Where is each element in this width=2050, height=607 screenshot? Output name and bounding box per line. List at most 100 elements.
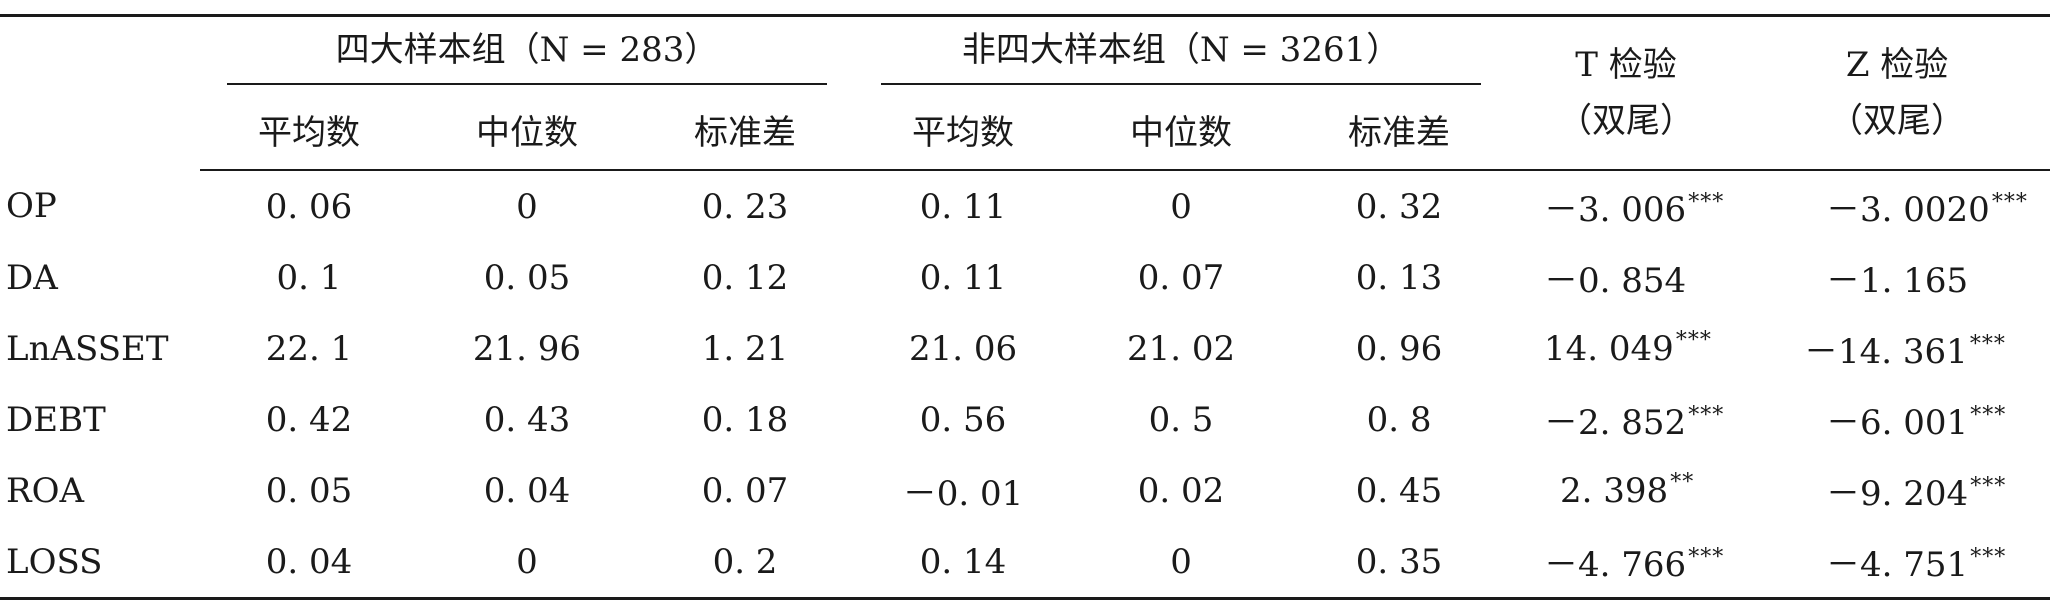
cell-t-test: －2. 852*** <box>1508 384 1744 455</box>
cell-nonbig4-median: 0. 07 <box>1137 257 1225 298</box>
cell-nonbig4-sd: 0. 45 <box>1355 470 1443 511</box>
header-variable-blank <box>0 14 200 170</box>
table-row: DEBT 0. 42 0. 43 0. 18 0. 56 0. 5 0. 8 －… <box>0 384 2050 455</box>
z-significance: *** <box>1991 189 2028 215</box>
cell-big4-sd: 0. 2 <box>636 526 855 600</box>
cell-nonbig4-sd: 0. 13 <box>1355 257 1443 298</box>
cell-variable: ROA <box>6 470 85 511</box>
cell-nonbig4-median: 0 <box>1170 186 1192 227</box>
header-row-stats: 平均数 中位数 标准差 平均数 中位数 标准差 <box>0 89 2050 171</box>
header-nonbig4-mean: 平均数 <box>854 89 1073 171</box>
cell-variable: LOSS <box>0 526 200 600</box>
cell-big4-sd: 0. 18 <box>701 399 789 440</box>
z-significance: *** <box>1970 402 2007 428</box>
cell-big4-mean: 0. 06 <box>265 186 353 227</box>
cell-big4-median: 21. 96 <box>472 328 582 369</box>
table-row: DA 0. 1 0. 05 0. 12 0. 11 0. 07 0. 13 －0… <box>0 242 2050 313</box>
t-significance: *** <box>1675 328 1712 354</box>
t-value: －2. 852 <box>1544 403 1687 443</box>
cell-big4-mean: 0. 1 <box>276 257 342 298</box>
cell-nonbig4-median: 0 <box>1072 526 1291 600</box>
cell-variable: OP <box>6 186 57 226</box>
cell-z-test: －14. 361*** <box>1744 313 2050 384</box>
z-significance: *** <box>1970 473 2007 499</box>
cell-t-test: －4. 766*** <box>1508 526 1745 600</box>
z-value: －9. 204 <box>1826 474 1969 514</box>
cell-nonbig4-sd: 0. 8 <box>1366 399 1432 440</box>
cell-z-test: －4. 751*** <box>1744 526 2050 600</box>
table-row: OP 0. 06 0 0. 23 0. 11 0 0. 32 －3. 006**… <box>0 170 2050 242</box>
group-label-big4: 四大样本组（N = 283） <box>227 22 828 85</box>
header-nonbig4-sd: 标准差 <box>1290 89 1509 171</box>
cell-big4-sd: 0. 23 <box>701 186 789 227</box>
cell-variable: DA <box>6 257 58 298</box>
header-row-groups: 四大样本组（N = 283） 非四大样本组（N = 3261） T 检验 （双尾… <box>0 14 2050 171</box>
header-t-test: T 检验 （双尾） <box>1508 14 1745 171</box>
cell-big4-median: 0 <box>418 526 636 600</box>
z-significance: *** <box>1969 331 2006 357</box>
z-significance: *** <box>1970 544 2007 570</box>
cell-variable: DEBT <box>6 399 106 440</box>
cell-t-test: 2. 398** <box>1508 455 1744 526</box>
z-value: －4. 751 <box>1826 545 1969 585</box>
t-test-two-tailed: （双尾） <box>1558 101 1695 141</box>
cell-z-test: －3. 0020*** <box>1744 170 2050 242</box>
z-value: －14. 361 <box>1804 332 1968 372</box>
table-body: OP 0. 06 0 0. 23 0. 11 0 0. 32 －3. 006**… <box>0 170 2050 600</box>
cell-nonbig4-mean: 0. 56 <box>919 399 1007 440</box>
table-header: 四大样本组（N = 283） 非四大样本组（N = 3261） T 检验 （双尾… <box>0 14 2050 171</box>
t-value: 2. 398 <box>1560 470 1669 511</box>
cell-nonbig4-mean: 0. 14 <box>854 526 1073 600</box>
cell-big4-mean: 22. 1 <box>265 328 353 369</box>
cell-nonbig4-median: 0. 02 <box>1137 470 1225 511</box>
z-value: －3. 0020 <box>1826 190 1990 230</box>
header-group-big4: 四大样本组（N = 283） <box>200 14 855 89</box>
cell-t-test: 14. 049*** <box>1508 313 1744 384</box>
statistics-table: 四大样本组（N = 283） 非四大样本组（N = 3261） T 检验 （双尾… <box>0 14 2050 600</box>
header-big4-sd: 标准差 <box>636 89 855 171</box>
cell-nonbig4-mean: 0. 11 <box>919 186 1007 227</box>
t-significance: *** <box>1688 189 1725 215</box>
cell-big4-median: 0. 05 <box>483 257 571 298</box>
cell-big4-median: 0. 04 <box>483 470 571 511</box>
table-row: LnASSET 22. 1 21. 96 1. 21 21. 06 21. 02… <box>0 313 2050 384</box>
t-value: －3. 006 <box>1544 190 1687 230</box>
t-test-label: T 检验 <box>1575 45 1677 85</box>
t-significance: *** <box>1688 402 1725 428</box>
cell-big4-sd: 0. 12 <box>701 257 789 298</box>
cell-big4-mean: 0. 05 <box>265 470 353 511</box>
cell-variable: LnASSET <box>6 328 169 369</box>
cell-big4-mean: 0. 04 <box>200 526 418 600</box>
t-value: 14. 049 <box>1544 328 1674 369</box>
header-big4-median: 中位数 <box>418 89 636 171</box>
cell-z-test: －6. 001*** <box>1744 384 2050 455</box>
cell-nonbig4-mean: －0. 01 <box>902 474 1024 514</box>
z-test-label: Z 检验 <box>1845 45 1949 85</box>
t-significance: ** <box>1670 470 1695 496</box>
cell-big4-median: 0 <box>516 186 538 227</box>
cell-z-test: －1. 165 <box>1744 242 2050 313</box>
cell-big4-sd: 1. 21 <box>701 328 789 369</box>
cell-big4-sd: 0. 07 <box>701 470 789 511</box>
table-row: ROA 0. 05 0. 04 0. 07 －0. 01 0. 02 0. 45… <box>0 455 2050 526</box>
table-row: LOSS 0. 04 0 0. 2 0. 14 0 0. 35 －4. 766*… <box>0 526 2050 600</box>
z-value: －6. 001 <box>1826 403 1969 443</box>
cell-nonbig4-sd: 0. 32 <box>1355 186 1443 227</box>
cell-big4-mean: 0. 42 <box>265 399 353 440</box>
z-test-two-tailed: （双尾） <box>1829 101 1966 141</box>
t-value: －4. 766 <box>1544 545 1687 585</box>
t-value: －0. 854 <box>1544 261 1687 301</box>
cell-z-test: －9. 204*** <box>1744 455 2050 526</box>
header-group-nonbig4: 非四大样本组（N = 3261） <box>854 14 1509 89</box>
cell-nonbig4-mean: 0. 11 <box>919 257 1007 298</box>
header-nonbig4-median: 中位数 <box>1072 89 1291 171</box>
cell-nonbig4-sd: 0. 35 <box>1290 526 1509 600</box>
group-label-nonbig4: 非四大样本组（N = 3261） <box>881 22 1482 85</box>
header-big4-mean: 平均数 <box>200 89 418 171</box>
cell-t-test: －0. 854 <box>1508 242 1744 313</box>
cell-nonbig4-median: 21. 02 <box>1126 328 1236 369</box>
cell-nonbig4-median: 0. 5 <box>1148 399 1214 440</box>
cell-nonbig4-sd: 0. 96 <box>1355 328 1443 369</box>
z-value: －1. 165 <box>1826 261 1969 301</box>
cell-big4-median: 0. 43 <box>483 399 571 440</box>
